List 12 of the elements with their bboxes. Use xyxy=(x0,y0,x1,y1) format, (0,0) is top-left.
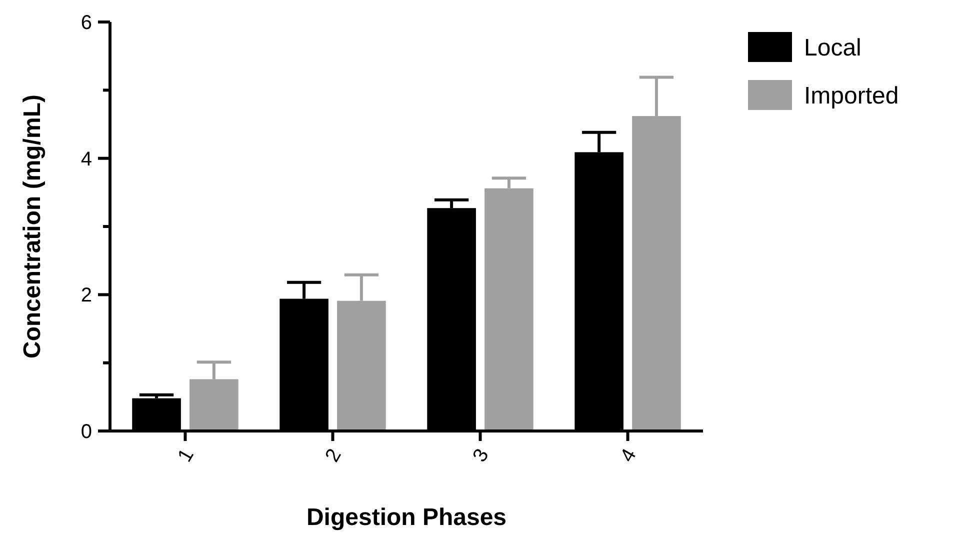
y-tick-label: 0 xyxy=(80,421,92,443)
x-tick-label: 4 xyxy=(616,445,641,466)
x-tick-label: 3 xyxy=(468,445,494,466)
legend-label: Local xyxy=(804,34,862,62)
x-axis-title: Digestion Phases xyxy=(306,504,507,531)
y-tick-label: 4 xyxy=(80,148,92,170)
x-tick-label: 1 xyxy=(174,445,198,466)
x-tick-label: 2 xyxy=(321,445,346,466)
legend-label: Imported xyxy=(804,82,899,110)
y-axis-title: Concentration (mg/mL) xyxy=(19,94,46,358)
y-tick-label: 2 xyxy=(80,284,92,307)
y-tick-label: 6 xyxy=(80,12,92,34)
